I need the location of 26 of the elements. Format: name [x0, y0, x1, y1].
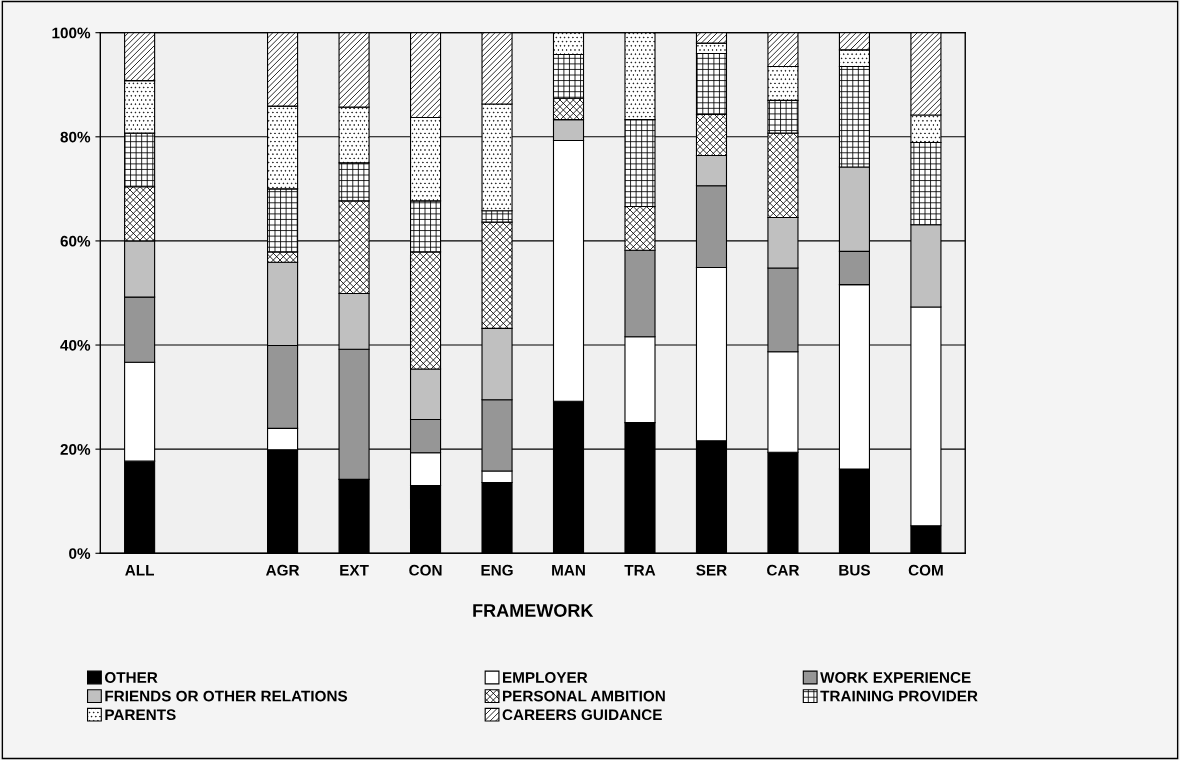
x-axis-title: FRAMEWORK: [473, 604, 594, 617]
x-tick-label: TRA: [624, 564, 656, 576]
x-tick-label: SER: [696, 564, 727, 576]
legend-label: OTHER: [104, 672, 158, 683]
x-tick-label: AGR: [265, 564, 300, 576]
y-tick-label: 40%: [60, 339, 91, 351]
y-tick-label: 100%: [52, 27, 91, 39]
x-tick-label: EXT: [340, 564, 369, 576]
x-tick-label: CON: [409, 564, 442, 576]
legend-label: TRAINING PROVIDER: [820, 690, 978, 702]
legend-label: WORK EXPERIENCE: [820, 672, 971, 683]
legend-label: PERSONAL AMBITION: [503, 690, 665, 702]
y-tick-label: 20%: [60, 444, 91, 455]
x-tick-label: MAN: [552, 564, 585, 576]
x-tick-label: COM: [908, 564, 943, 576]
legend-label: PARENTS: [105, 709, 176, 721]
x-tick-label: ALL: [125, 564, 154, 576]
x-tick-label: ENG: [481, 564, 513, 576]
y-tick-label: 80%: [60, 131, 91, 143]
x-tick-label: BUS: [839, 564, 870, 576]
y-tick-label: 60%: [60, 235, 91, 247]
y-tick-label: 0%: [69, 548, 91, 559]
legend-label: FRIENDS OR OTHER RELATIONS: [105, 690, 348, 702]
legend-label: EMPLOYER: [503, 672, 588, 683]
legend-label: CAREERS GUIDANCE: [502, 709, 662, 721]
x-tick-label: CAR: [767, 564, 800, 576]
